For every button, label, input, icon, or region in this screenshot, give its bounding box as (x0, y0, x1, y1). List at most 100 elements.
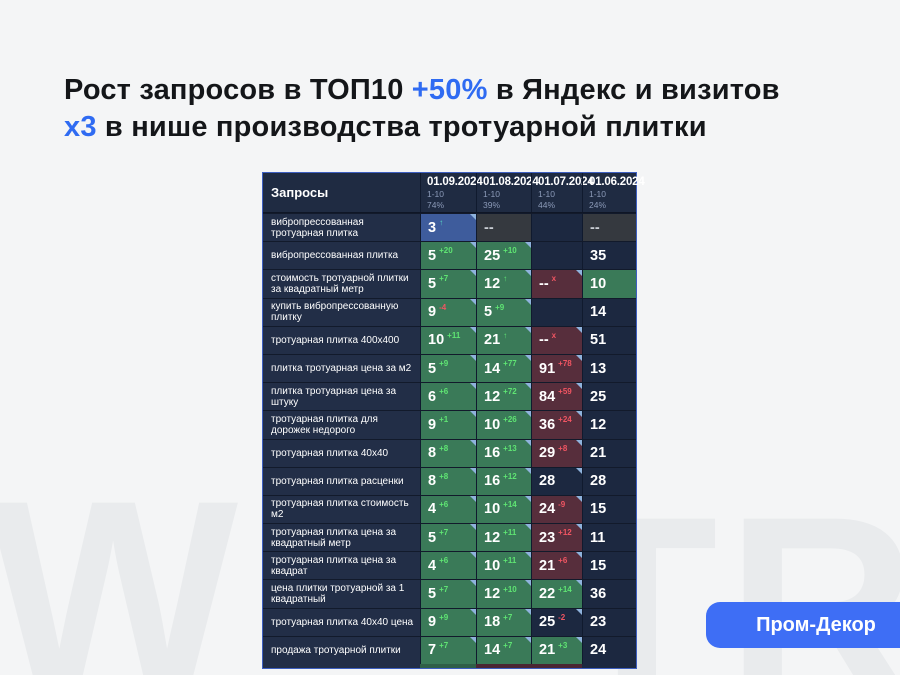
table-row: стоимость тротуарной плитки за квадратны… (263, 269, 636, 298)
column-date: 01.06.2024 (589, 176, 645, 188)
position-value: 5 (428, 360, 437, 377)
position-value: 25 (484, 247, 501, 264)
table-body: вибропрессованная тротуарная плитка 3 ↑ -- -… (263, 213, 636, 664)
position-delta: +11 (447, 330, 461, 340)
position-value: 10 (428, 332, 445, 349)
position-delta: +20 (439, 246, 453, 256)
position-delta: x (551, 330, 557, 340)
position-value: 15 (590, 557, 607, 574)
column-date: 01.09.2024 (427, 176, 483, 188)
position-value: 21 (539, 642, 556, 659)
position-value: 14 (590, 304, 607, 321)
position-cell: 12 (582, 411, 636, 439)
position-value: 25 (539, 614, 556, 631)
position-value: 24 (590, 642, 607, 659)
position-cell: 8 +8 (420, 439, 476, 467)
position-delta: +11 (503, 528, 517, 538)
position-value: 15 (590, 501, 607, 518)
position-value: 36 (539, 416, 556, 433)
table-row: тротуарная плитка 40x40 8 +8 16 +13 29 +8 21 (263, 438, 636, 467)
position-cell: -- (476, 214, 531, 242)
query-cell: тротуарная плитка расценки (263, 467, 420, 495)
position-cell: 7 +7 (420, 636, 476, 664)
position-cell: 5 +9 (420, 354, 476, 383)
position-cell: 21 +3 (531, 636, 582, 664)
position-value: 5 (428, 529, 437, 546)
position-value: 12 (484, 275, 501, 292)
position-delta: +11 (503, 556, 517, 566)
column-percent: 39% (483, 200, 501, 210)
position-value: 13 (590, 360, 607, 377)
position-cell: 12 +10 (476, 580, 531, 608)
query-cell: стоимость тротуарной плитки за квадратны… (263, 270, 420, 298)
column-range: 1-10 (589, 189, 607, 199)
position-cell: 5 +7 (420, 524, 476, 552)
query-cell: плитка тротуарная цена за штуку (263, 383, 420, 411)
position-cell: 14 +77 (476, 354, 531, 383)
position-cell: 23 +12 (531, 524, 582, 552)
position-delta: +7 (439, 584, 449, 594)
position-delta: +24 (558, 415, 572, 425)
position-delta: +10 (503, 584, 517, 594)
position-cell: 13 (582, 354, 636, 383)
position-cell: 25 +10 (476, 242, 531, 270)
position-cell: 36 +24 (531, 411, 582, 439)
position-value: 9 (428, 416, 437, 433)
position-delta: x (551, 274, 557, 284)
date-column-header: 01.07.2024 1-10 44% (531, 173, 594, 212)
position-cell: 21 +6 (531, 552, 582, 580)
position-value: 12 (484, 586, 501, 603)
position-cell: 15 (582, 552, 636, 580)
position-cell: -- x (531, 270, 582, 298)
position-value: 23 (539, 529, 556, 546)
position-cell: 10 +11 (420, 326, 476, 354)
position-cell: 18 +7 (476, 608, 531, 636)
position-value: 18 (484, 614, 501, 631)
position-delta: +14 (558, 584, 572, 594)
position-value: 9 (428, 304, 437, 321)
position-cell: 91 +78 (531, 354, 582, 383)
position-cell: 10 +11 (476, 552, 531, 580)
page-title: Рост запросов в ТОП10 +50% в Яндекс и ви… (64, 72, 864, 146)
position-cell: 28 (582, 467, 636, 495)
position-value: 21 (590, 445, 607, 462)
table-row: тротуарная плитка 400x400 10 +11 21 ↑ -- x 51 (263, 325, 636, 354)
query-cell: плитка тротуарная цена за м2 (263, 354, 420, 383)
position-delta: -4 (439, 302, 447, 312)
position-cell (531, 242, 582, 270)
column-range: 1-10 (427, 189, 445, 199)
position-value: 12 (484, 388, 501, 405)
position-cell: 10 +26 (476, 411, 531, 439)
position-delta: +14 (503, 499, 517, 509)
position-delta: +9 (495, 302, 505, 312)
position-value: 6 (428, 388, 437, 405)
query-cell: вибропрессованная тротуарная плитка (263, 214, 420, 242)
position-value: -- (539, 332, 549, 349)
position-value: 12 (590, 416, 607, 433)
query-cell: цена плитки тротуарной за 1 квадратный (263, 580, 420, 608)
position-value: 4 (428, 501, 437, 518)
query-cell: тротуарная плитка цена за квадратный мет… (263, 524, 420, 552)
position-value: 24 (539, 501, 556, 518)
position-delta: +7 (439, 274, 449, 284)
table-row: вибропрессованная тротуарная плитка 3 ↑ -- -… (263, 213, 636, 242)
position-delta: +7 (439, 528, 449, 538)
title-text-2: в Яндекс и визитов (487, 74, 780, 106)
position-delta: ↑ (503, 330, 508, 340)
position-cell: 10 +14 (476, 495, 531, 524)
table-row: купить вибропрессованную плитку 9 -4 5 +9 14 (263, 297, 636, 326)
position-delta: +8 (439, 443, 449, 453)
position-delta: +10 (503, 246, 517, 256)
position-value: 16 (484, 473, 501, 490)
position-delta: +77 (503, 359, 517, 369)
position-value: 35 (590, 247, 607, 264)
position-value: 16 (484, 445, 501, 462)
table-row: плитка тротуарная цена за штуку 6 +6 12 +72 8… (263, 382, 636, 411)
date-column-header: 01.06.2024 1-10 24% (582, 173, 645, 212)
position-value: 3 (428, 219, 437, 236)
brand-button[interactable]: Пром-Декор (706, 602, 900, 648)
query-cell: тротуарная плитка цена за квадрат (263, 552, 420, 580)
column-percent: 44% (538, 200, 556, 210)
position-value: 5 (428, 275, 437, 292)
position-delta: +9 (439, 612, 449, 622)
